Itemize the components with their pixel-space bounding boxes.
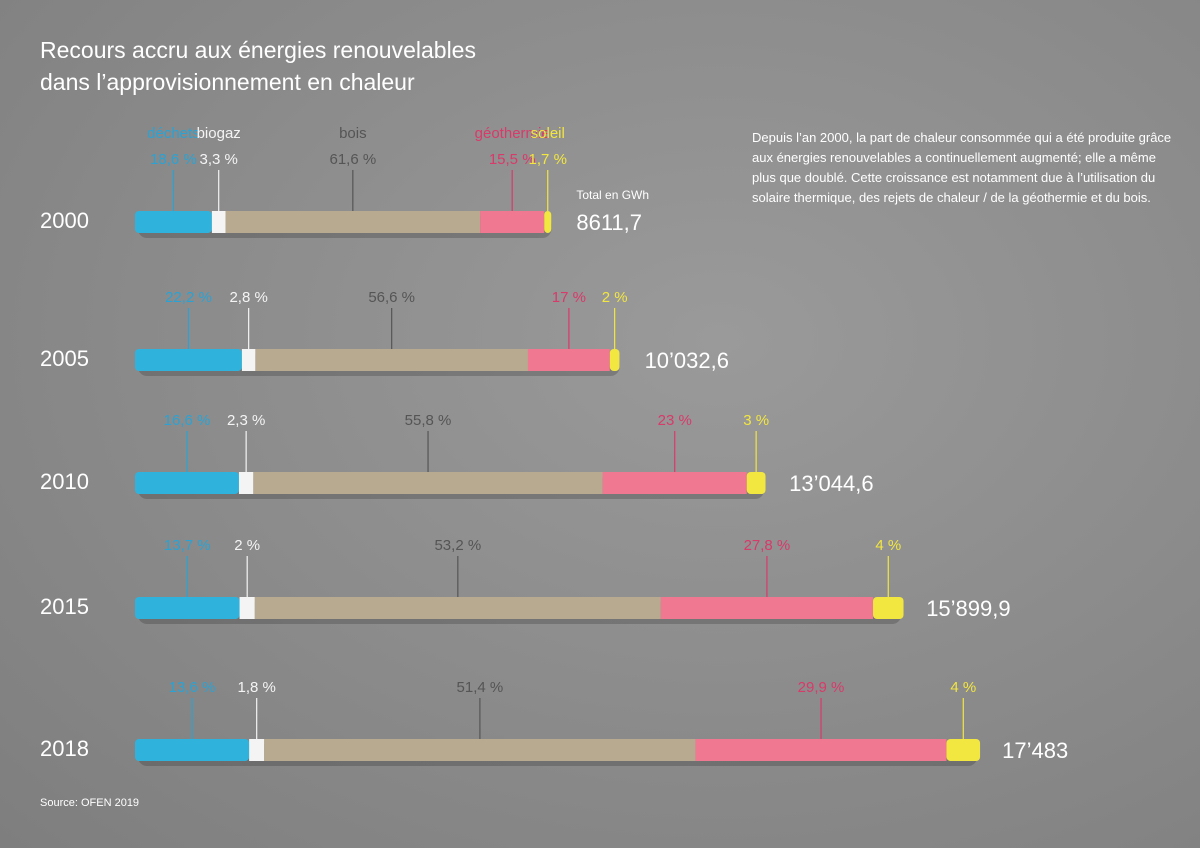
value-label: 27,8 % (744, 537, 791, 554)
value-label: 22,2 % (165, 289, 212, 306)
value-label: 55,8 % (405, 412, 452, 429)
year-label: 2018 (40, 736, 89, 761)
value-label: 3,3 % (200, 151, 238, 168)
stick-segment (695, 739, 947, 761)
stick-segment (527, 349, 610, 371)
stick-segment (544, 211, 552, 233)
stick-segment (264, 739, 696, 761)
stick-segment (746, 472, 766, 494)
stick-segment (135, 211, 212, 233)
value-label: 3 % (743, 412, 769, 429)
value-label: 17 % (552, 289, 586, 306)
value-label: 13,6 % (169, 679, 216, 696)
stick-segment (135, 739, 250, 761)
source: Source: OFEN 2019 (40, 797, 139, 809)
total-title: Total en GWh (576, 188, 649, 202)
legend-label: déchets (147, 125, 200, 142)
stick-segment (211, 211, 226, 233)
stick-segment (225, 211, 481, 233)
value-label: 1,7 % (529, 151, 567, 168)
year-label: 2010 (40, 469, 89, 494)
stick-segment (239, 597, 255, 619)
stick-segment (873, 597, 904, 619)
stick-segment (946, 739, 981, 761)
value-label: 15,5 % (489, 151, 536, 168)
year-label: 2015 (40, 594, 89, 619)
stick-segment (135, 472, 239, 494)
value-label: 23 % (658, 412, 692, 429)
chart-title: dans l’approvisionnement en chaleur (40, 69, 415, 95)
value-label: 2,3 % (227, 412, 265, 429)
stick-segment (255, 349, 528, 371)
total-label: 10’032,6 (645, 348, 729, 373)
stick-segment (249, 739, 265, 761)
legend-label: biogaz (197, 125, 241, 142)
stick-segment (238, 472, 254, 494)
legend-label: soleil (531, 125, 565, 142)
total-label: 17’483 (1002, 738, 1068, 763)
value-label: 2,8 % (229, 289, 267, 306)
stick-segment (480, 211, 545, 233)
value-label: 61,6 % (329, 151, 376, 168)
chart-title: Recours accru aux énergies renouvelables (40, 37, 476, 63)
stick-segment (254, 597, 661, 619)
year-label: 2005 (40, 346, 89, 371)
value-label: 2 % (602, 289, 628, 306)
stick-segment (609, 349, 620, 371)
value-label: 4 % (875, 537, 901, 554)
total-label: 8611,7 (576, 210, 642, 235)
total-label: 15’899,9 (926, 596, 1010, 621)
value-label: 13,7 % (164, 537, 211, 554)
value-label: 1,8 % (238, 679, 276, 696)
description: Depuis l’an 2000, la part de chaleur con… (752, 130, 1172, 205)
value-label: 56,6 % (368, 289, 415, 306)
stick-segment (602, 472, 747, 494)
total-label: 13’044,6 (789, 471, 873, 496)
value-label: 2 % (234, 537, 260, 554)
value-label: 53,2 % (434, 537, 481, 554)
value-label: 51,4 % (457, 679, 504, 696)
value-label: 18,6 % (150, 151, 197, 168)
stick-segment (135, 597, 240, 619)
value-label: 4 % (950, 679, 976, 696)
legend-label: bois (339, 125, 367, 142)
value-label: 29,9 % (798, 679, 845, 696)
stick-segment (253, 472, 603, 494)
year-label: 2000 (40, 208, 89, 233)
stick-segment (135, 349, 242, 371)
legend-label: géothermie (475, 125, 550, 142)
stick-segment (241, 349, 256, 371)
value-label: 16,6 % (164, 412, 211, 429)
stick-segment (660, 597, 874, 619)
